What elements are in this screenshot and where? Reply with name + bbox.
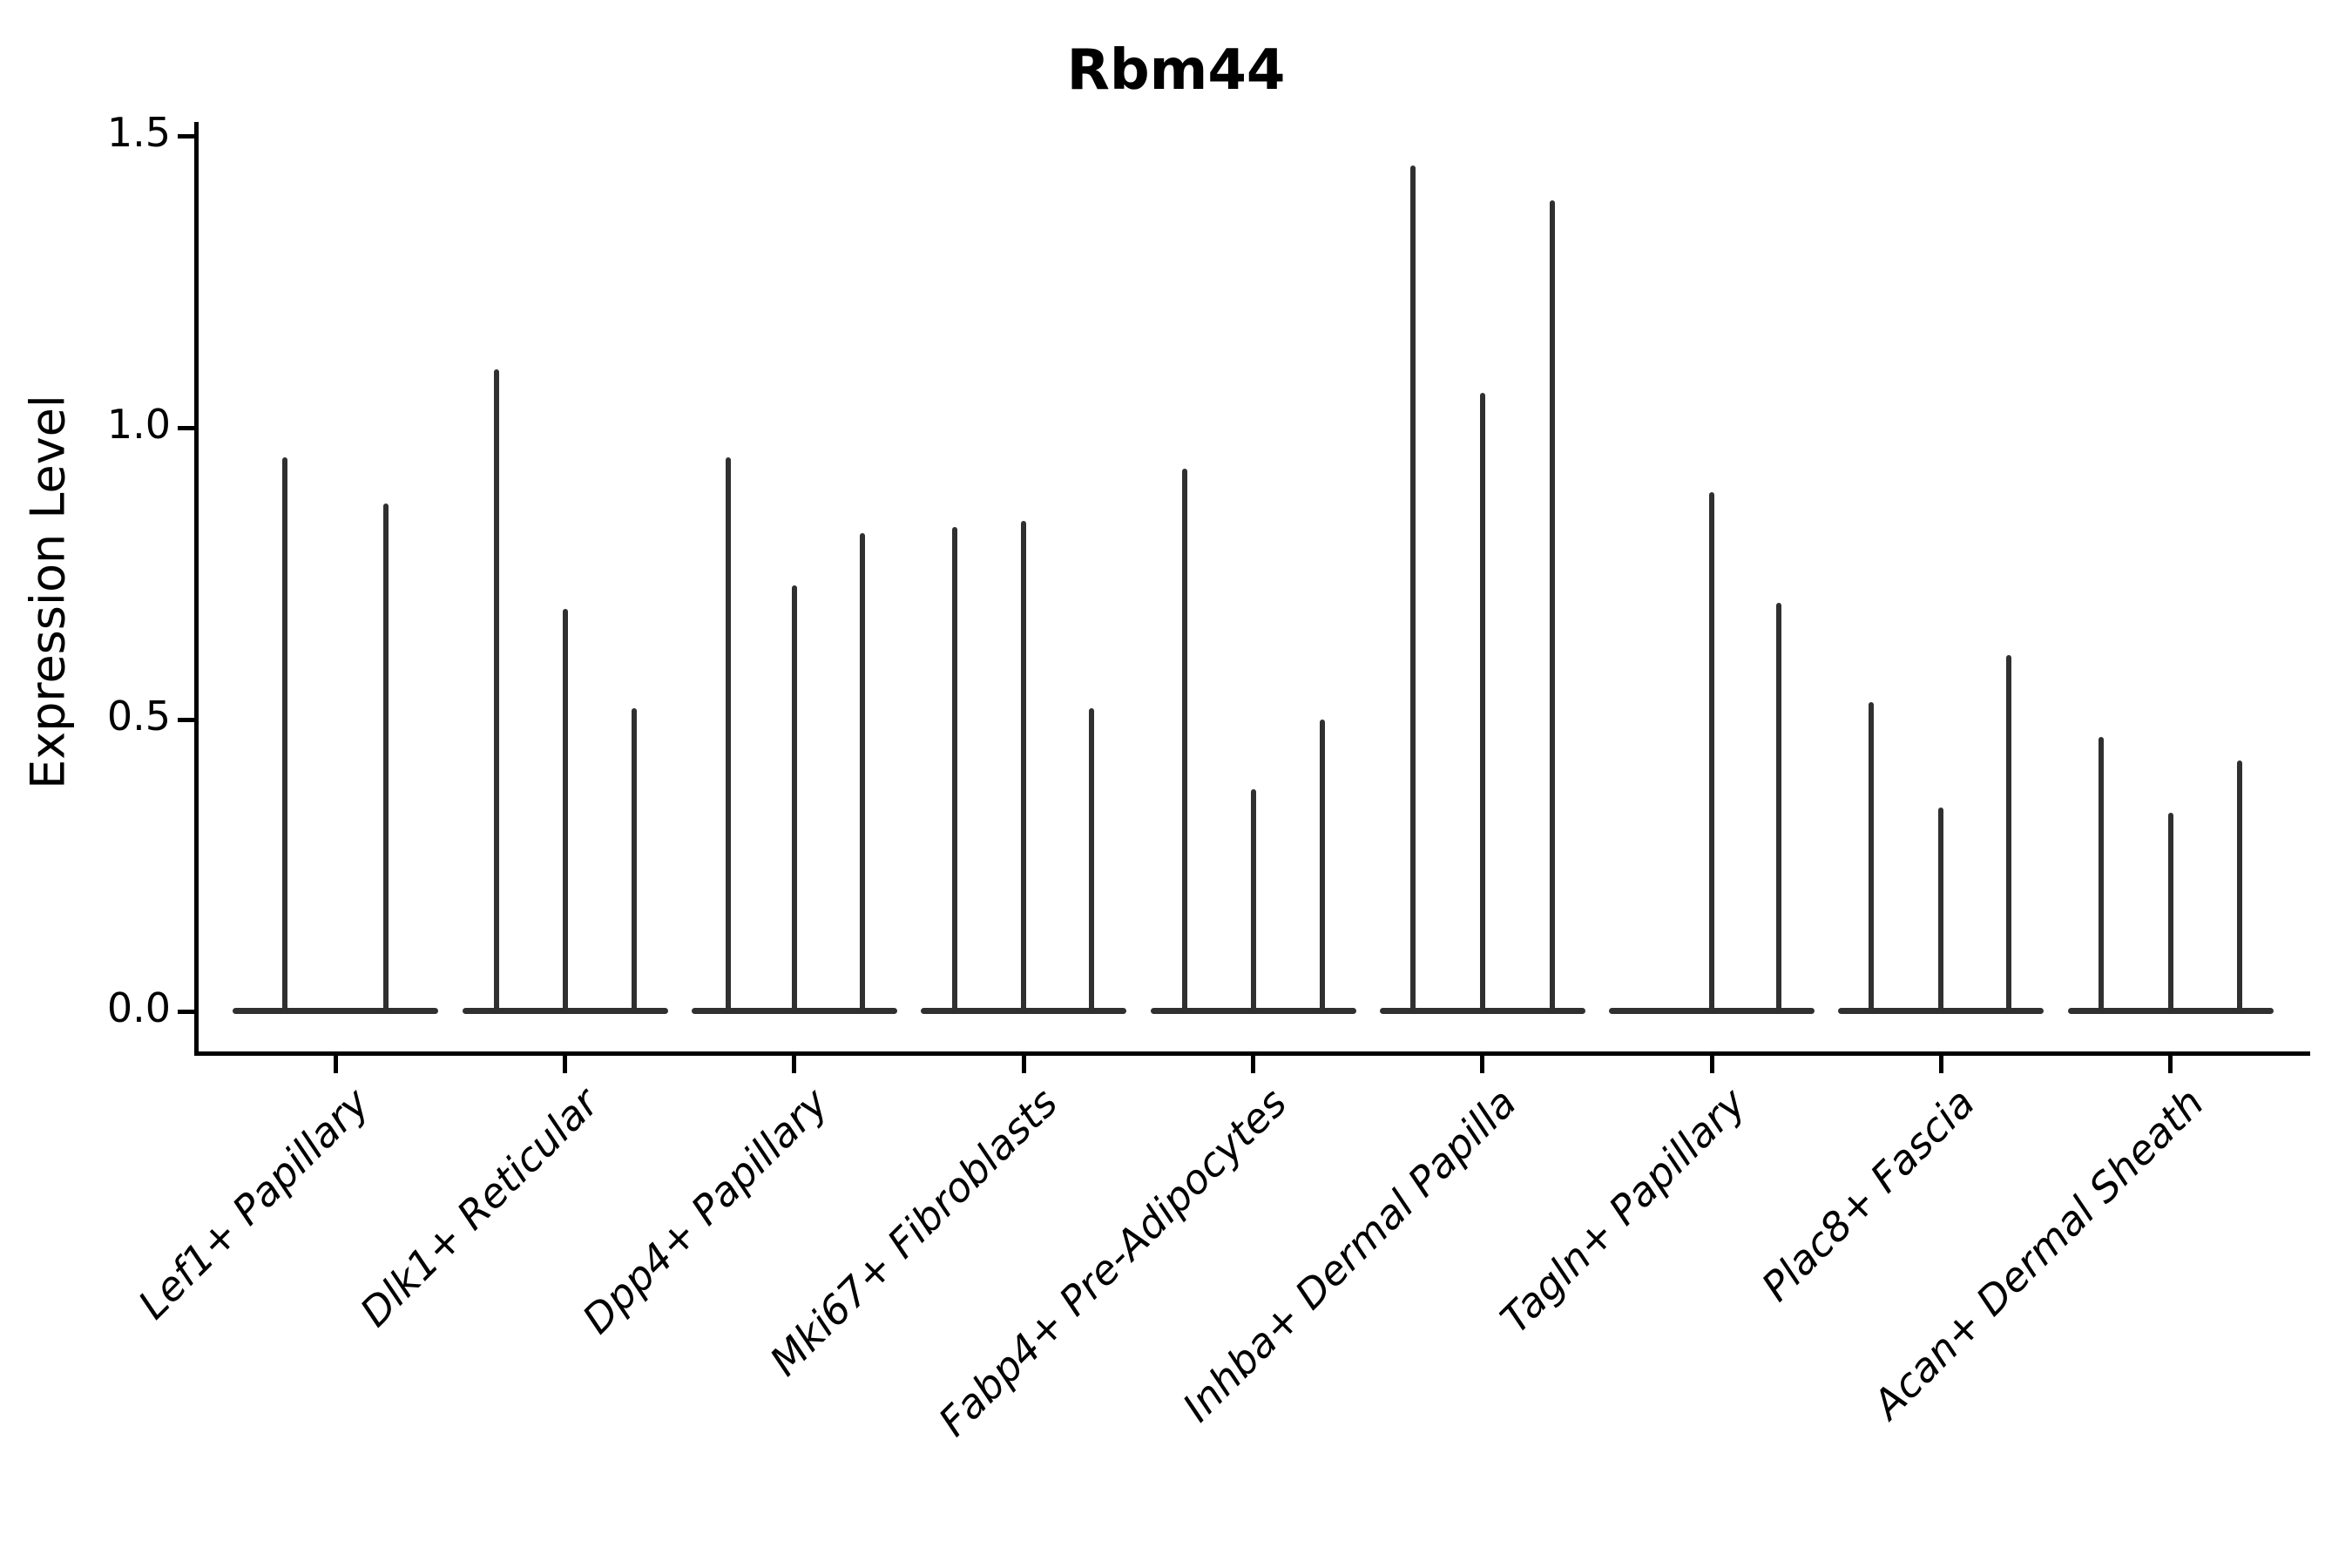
x-category-label: Tagln+ Papillary: [1490, 1078, 1754, 1342]
violin-spike: [383, 504, 389, 1014]
y-tick-label: 0.5: [106, 693, 171, 740]
y-tick-label: 1.0: [106, 401, 171, 448]
y-tick: [178, 1009, 195, 1014]
violin-spike: [1776, 603, 1782, 1014]
y-tick-label: 0.0: [106, 984, 171, 1031]
x-tick: [1251, 1056, 1255, 1073]
violin-spike: [1869, 701, 1875, 1014]
x-tick: [1938, 1056, 1943, 1073]
violin-spike: [1709, 491, 1715, 1014]
x-tick: [563, 1056, 568, 1073]
violin-spike: [1089, 707, 1095, 1014]
violin-spike: [2006, 655, 2012, 1014]
violin-spike: [1938, 807, 1944, 1014]
y-tick-label: 1.5: [106, 109, 171, 156]
x-category-label: Lef1+ Papillary: [129, 1078, 379, 1328]
violin-spike: [725, 456, 731, 1014]
violin-spike: [1479, 392, 1485, 1014]
y-tick: [178, 133, 195, 139]
violin-base: [233, 1008, 439, 1014]
violin-spike: [1409, 165, 1416, 1014]
violin-spike: [493, 369, 499, 1014]
violin-spike: [859, 532, 865, 1014]
violin-spike: [1250, 789, 1256, 1014]
violin-spike: [1319, 720, 1325, 1014]
chart-title: Rbm44: [1066, 38, 1286, 103]
violin-spike: [562, 608, 568, 1014]
violin-spike: [1549, 199, 1555, 1014]
y-tick: [178, 717, 195, 722]
violin-spike: [1021, 521, 1027, 1014]
violin-spike: [2167, 813, 2173, 1014]
y-axis-spine: [194, 122, 199, 1056]
violin-spike: [952, 526, 958, 1014]
x-category-label: Dlk1+ Reticular: [350, 1078, 608, 1336]
x-category-label: Dpp4+ Papillary: [573, 1078, 837, 1343]
violin-spike: [1181, 468, 1187, 1014]
violin-spike: [282, 456, 288, 1014]
x-tick: [333, 1056, 338, 1073]
x-category-label: Plac8+ Fascia: [1752, 1078, 1984, 1310]
y-tick: [178, 425, 195, 430]
violin-spike: [2236, 760, 2242, 1014]
violin-spike: [791, 585, 797, 1014]
x-tick: [792, 1056, 797, 1073]
x-tick: [1709, 1056, 1714, 1073]
violin-spike: [2098, 737, 2104, 1014]
x-tick: [1480, 1056, 1485, 1073]
x-tick: [1021, 1056, 1026, 1073]
x-axis-spine: [194, 1051, 2310, 1056]
x-tick: [2168, 1056, 2173, 1073]
violin-spike: [631, 707, 637, 1014]
